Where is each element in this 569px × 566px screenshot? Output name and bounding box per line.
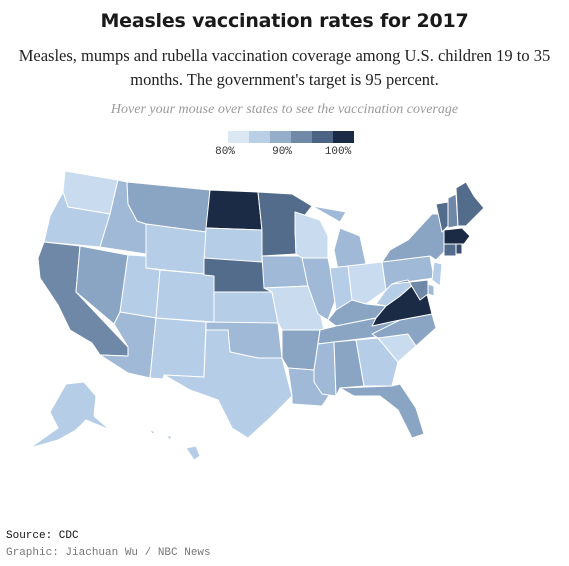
state-ME[interactable] (455, 181, 485, 227)
state-AR[interactable] (281, 329, 321, 371)
state-OH[interactable] (347, 261, 387, 305)
legend-label-100: 100% (324, 146, 352, 158)
source-text: Source: CDC (6, 530, 79, 542)
state-AL[interactable] (333, 339, 365, 397)
state-NJ[interactable] (431, 261, 443, 287)
state-WI[interactable] (294, 211, 329, 259)
state-KS[interactable] (213, 291, 279, 324)
us-map (0, 165, 569, 465)
legend-swatch (333, 131, 354, 143)
legend-swatch (291, 131, 312, 143)
state-MA[interactable] (443, 227, 471, 245)
state-IA[interactable] (261, 255, 309, 289)
legend-color-scale (228, 131, 354, 143)
state-FL[interactable] (339, 383, 425, 439)
legend-swatch (249, 131, 270, 143)
state-WY[interactable] (145, 223, 207, 275)
legend-label-80: 80% (215, 146, 235, 158)
state-NM[interactable] (149, 317, 207, 380)
state-ND[interactable] (205, 189, 263, 231)
chart-subtitle: Measles, mumps and rubella vaccination c… (18, 46, 551, 89)
legend-swatch (312, 131, 333, 143)
state-TX[interactable] (163, 329, 293, 439)
state-MD[interactable] (391, 279, 429, 301)
legend-label-90: 90% (272, 146, 292, 158)
state-AK[interactable] (29, 381, 111, 449)
state-DE[interactable] (427, 283, 435, 297)
chart-title: Measles vaccination rates for 2017 (100, 10, 469, 32)
state-RI[interactable] (455, 243, 463, 255)
state-HI[interactable] (149, 429, 201, 461)
state-NY[interactable] (381, 213, 447, 263)
state-CO[interactable] (155, 269, 217, 323)
legend-swatch (228, 131, 249, 143)
hover-hint: Hover your mouse over states to see the … (110, 102, 459, 117)
legend-swatch (270, 131, 291, 143)
state-CT[interactable] (443, 243, 457, 257)
credit-text: Graphic: Jiachuan Wu / NBC News (6, 547, 211, 559)
state-NE[interactable] (203, 257, 273, 293)
us-map-svg (29, 170, 485, 461)
